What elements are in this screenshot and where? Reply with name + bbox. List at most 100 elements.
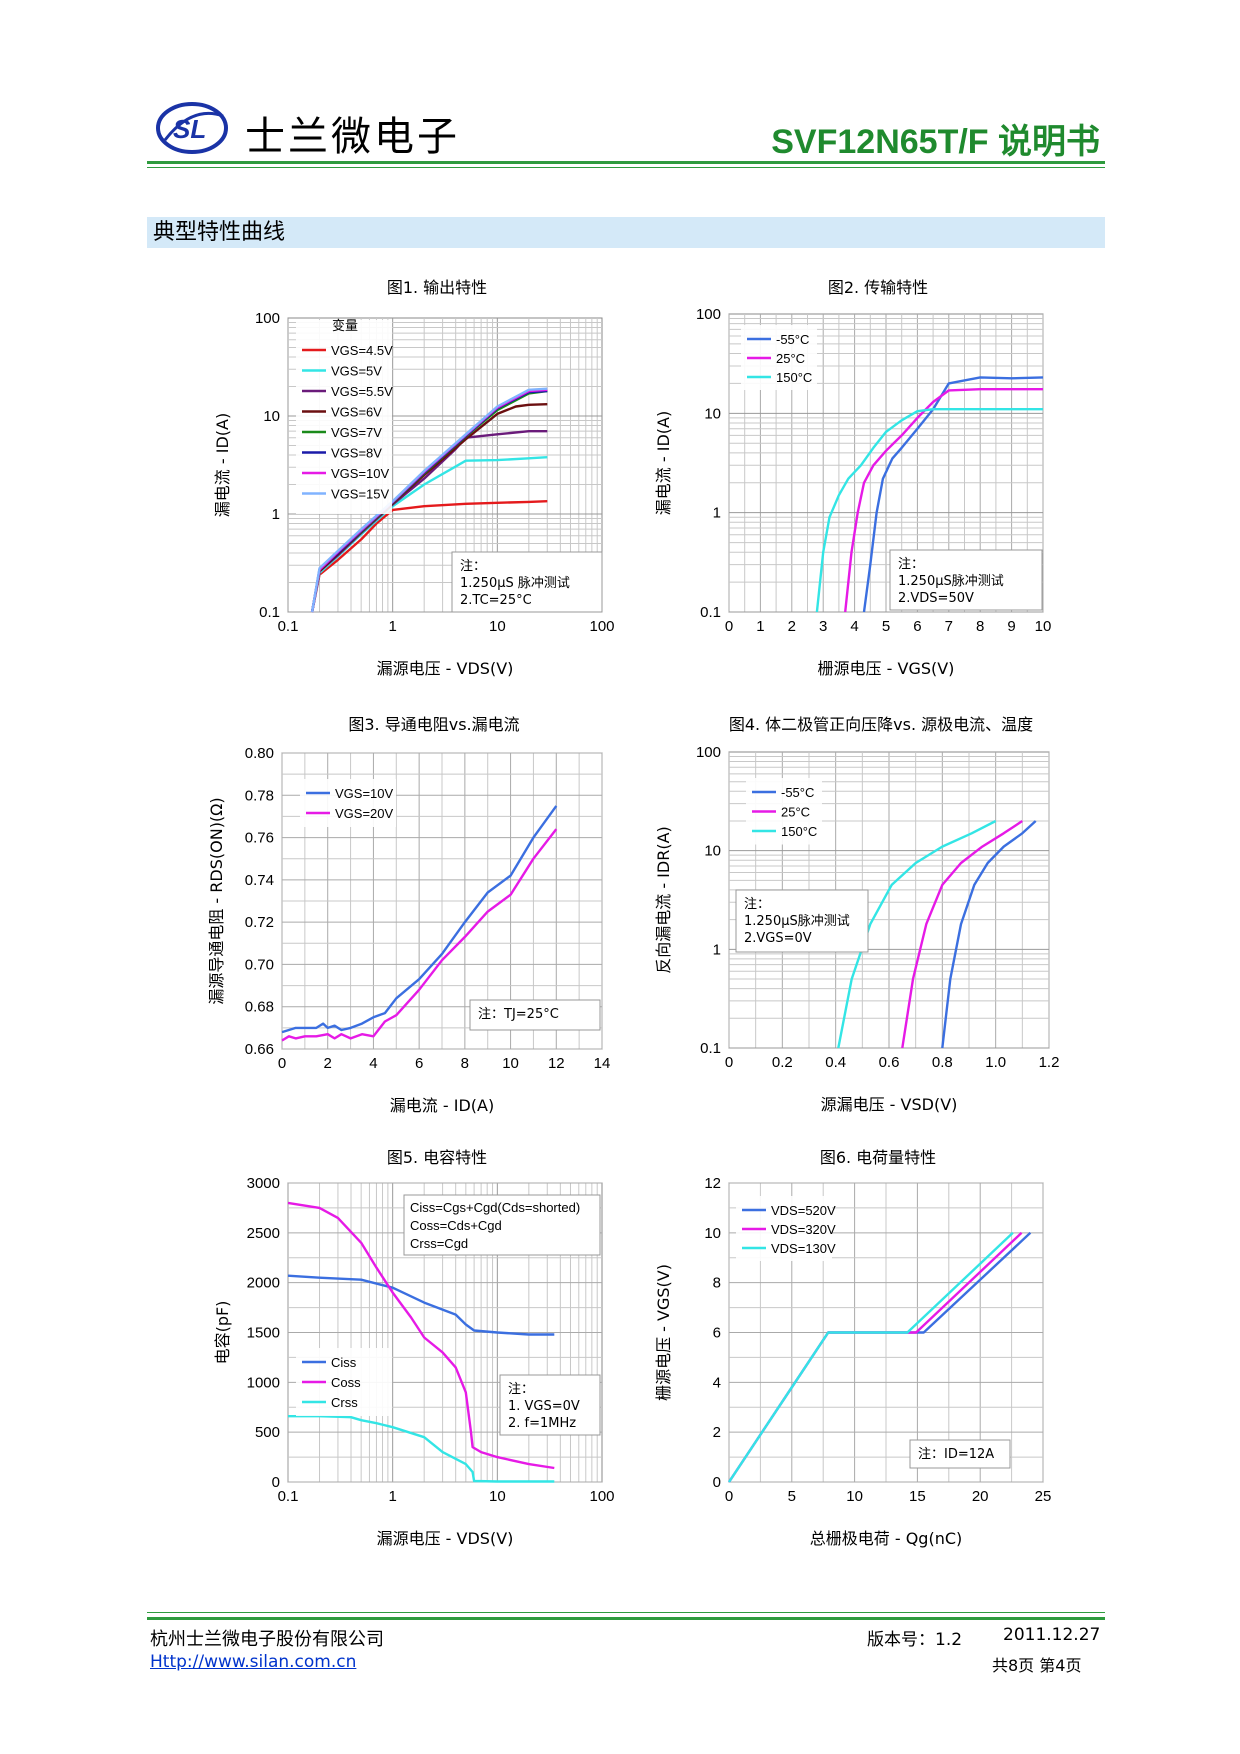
series-line--55°C	[941, 820, 1037, 1049]
x-tick-label: 0.2	[772, 1054, 793, 1071]
y-tick-label: 0	[272, 1474, 280, 1491]
note-box	[909, 1439, 1011, 1469]
legend-label: VGS=7V	[331, 425, 382, 440]
legend-label: -55°C	[781, 785, 814, 800]
x-axis-label: 栅源电压 - VGS(V)	[818, 659, 955, 678]
footer-rule	[147, 1617, 1105, 1620]
series-line-VGS=4.5V	[310, 500, 548, 613]
y-tick-label: 0.1	[700, 604, 721, 621]
x-tick-label: 0.8	[932, 1054, 953, 1071]
note-box	[451, 551, 603, 613]
series-line-Ciss	[287, 1274, 555, 1336]
chart-title: 图2. 传输特性	[828, 278, 928, 297]
y-tick-label: 0.76	[245, 830, 274, 847]
y-tick-label: 1	[272, 506, 280, 523]
legend-label: VGS=8V	[331, 446, 382, 461]
header-rule	[147, 161, 1105, 164]
footer-pages: 共8页 第4页	[992, 1656, 1082, 1675]
x-tick-label: 10	[502, 1055, 519, 1072]
x-tick-label: 10	[1035, 618, 1052, 635]
y-axis-label: 漏电流 - ID(A)	[654, 411, 673, 515]
x-tick-label: 1	[388, 618, 396, 635]
chart-title: 图5. 电容特性	[387, 1148, 487, 1167]
x-tick-label: 10	[846, 1488, 863, 1505]
x-axis-label: 漏源电压 - VDS(V)	[377, 1529, 514, 1548]
x-tick-label: 2	[788, 618, 796, 635]
x-tick-label: 0	[725, 1054, 733, 1071]
footer-company: 杭州士兰微电子股份有限公司	[150, 1629, 384, 1650]
logo-text: SL	[173, 114, 206, 144]
note-line: 2.VGS=0V	[744, 931, 812, 946]
legend-label: VGS=6V	[331, 405, 382, 420]
x-tick-label: 6	[913, 618, 921, 635]
y-tick-label: 0	[713, 1474, 721, 1491]
footer-url-link[interactable]: Http://www.silan.com.cn	[150, 1652, 357, 1672]
x-tick-label: 0.1	[278, 618, 299, 635]
y-axis-label: 栅源电压 - VGS(V)	[654, 1264, 673, 1401]
note-line: 1.250μS 脉冲测试	[460, 576, 570, 591]
x-tick-label: 1.0	[985, 1054, 1006, 1071]
y-tick-label: 1500	[247, 1325, 280, 1342]
legend-label: VGS=10V	[331, 466, 390, 481]
legend-label: VGS=5.5V	[331, 384, 393, 399]
y-tick-label: 2500	[247, 1225, 280, 1242]
x-tick-label: 15	[909, 1488, 926, 1505]
note-line: 2.TC=25°C	[460, 593, 532, 608]
note-line: 注：TJ=25°C	[478, 1007, 559, 1022]
y-tick-label: 0.72	[245, 914, 274, 931]
note-line: 2.VDS=50V	[898, 591, 974, 606]
info-box	[403, 1194, 601, 1256]
x-tick-label: 6	[415, 1055, 423, 1072]
legend-label: Coss	[331, 1375, 361, 1390]
info-line: Crss=Cgd	[410, 1236, 468, 1251]
x-axis-label: 源漏电压 - VSD(V)	[821, 1095, 958, 1114]
series-line-25°C	[844, 388, 1043, 613]
chart-title: 图6. 电荷量特性	[820, 1148, 936, 1167]
x-tick-label: 5	[788, 1488, 796, 1505]
series-line-VGS=15V	[310, 387, 548, 613]
legend-label: 25°C	[776, 351, 805, 366]
series-line-VGS=20V	[281, 828, 558, 1042]
y-tick-label: 10	[263, 408, 280, 425]
y-axis-label: 电容(pF)	[213, 1301, 232, 1365]
y-tick-label: 0.80	[245, 745, 274, 762]
x-tick-label: 0	[278, 1055, 286, 1072]
y-tick-label: 4	[713, 1374, 721, 1391]
company-name: 士兰微电子	[245, 114, 460, 160]
legend-label: -55°C	[776, 332, 809, 347]
info-line: Ciss=Cgs+Cgd(Cds=shorted)	[410, 1200, 580, 1215]
legend-label: 25°C	[781, 805, 810, 820]
legend-label: Crss	[331, 1395, 358, 1410]
series-line--55°C	[862, 376, 1044, 613]
x-tick-label: 1	[388, 1488, 396, 1505]
x-tick-label: 8	[461, 1055, 469, 1072]
x-tick-label: 0.6	[879, 1054, 900, 1071]
document-title: SVF12N65T/F 说明书	[771, 123, 1100, 161]
legend-label: VDS=130V	[771, 1241, 836, 1256]
x-tick-label: 14	[594, 1055, 611, 1072]
footer-date: 2011.12.27	[1003, 1625, 1101, 1645]
y-tick-label: 100	[696, 306, 721, 323]
footer-rule-thin	[147, 1612, 1105, 1613]
x-tick-label: 0	[725, 618, 733, 635]
x-tick-label: 2	[324, 1055, 332, 1072]
chart-fig3: 0 2 4 6 8 10 12 14 0.66 0.68 0.70 0.72 0.74 0.76 0.78 0…	[207, 715, 610, 1115]
series-line-Coss	[287, 1201, 555, 1470]
note-box	[889, 549, 1043, 611]
y-tick-label: 0.70	[245, 956, 274, 973]
legend-label: VGS=20V	[335, 806, 394, 821]
chart-fig4: 0 0.2 0.4 0.6 0.8 1.0 1.2 0.1 1 10 100 图4. 体二极管正向压降…	[654, 715, 1059, 1114]
y-tick-label: 100	[696, 744, 721, 761]
legend-label: VDS=520V	[771, 1203, 836, 1218]
x-tick-label: 12	[548, 1055, 565, 1072]
x-tick-label: 0.1	[278, 1488, 299, 1505]
y-tick-label: 0.1	[700, 1040, 721, 1057]
legend-label: 150°C	[776, 370, 812, 385]
y-tick-label: 0.78	[245, 787, 274, 804]
y-tick-label: 10	[704, 405, 721, 422]
x-tick-label: 4	[369, 1055, 377, 1072]
note-line: 注：	[460, 559, 486, 574]
x-axis-label: 总栅极电荷 - Qg(nC)	[810, 1529, 963, 1548]
